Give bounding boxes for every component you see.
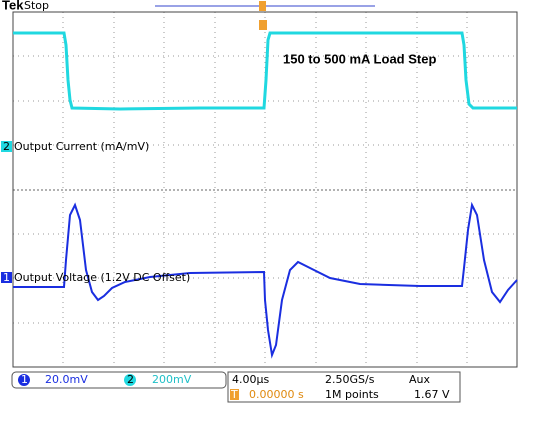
trigger-position: 0.00000 s [249,388,304,401]
trigger-pos-marker [259,1,266,11]
annotation: 150 to 500 mA Load Step [283,51,436,66]
trigger-marker [259,20,267,30]
ch2-trace [13,31,517,111]
channel-number: 2 [3,140,10,153]
ch1-trace [13,201,518,359]
channel-number: 1 [3,271,10,284]
graticule [13,12,517,367]
trigger-marker-label: T [230,388,238,401]
plot-frame [12,11,518,368]
trigger-level: 1.67 V [414,388,450,401]
channel-label: Output Current (mA/mV) [14,140,149,153]
ch1-scale: 20.0mV [45,373,88,386]
ch1-marker [1,272,12,283]
trigger-source: Aux [409,373,430,386]
ch2-marker [1,141,12,152]
channel-label: Output Voltage (1.2V DC Offset) [14,271,190,284]
sample-rate: 2.50GS/s [325,373,375,386]
brand: Tek [2,0,24,12]
timebase: 4.00µs [232,373,269,386]
footer: 1 20.0mV 2 200mV 4.00µs 2.50GS/s Aux T 0… [11,371,461,403]
ch2-scale: 200mV [152,373,192,386]
ch2-number: 2 [127,373,134,386]
status: Stop [24,0,49,12]
record-length: 1M points [325,388,379,401]
ch1-number: 1 [21,373,28,386]
